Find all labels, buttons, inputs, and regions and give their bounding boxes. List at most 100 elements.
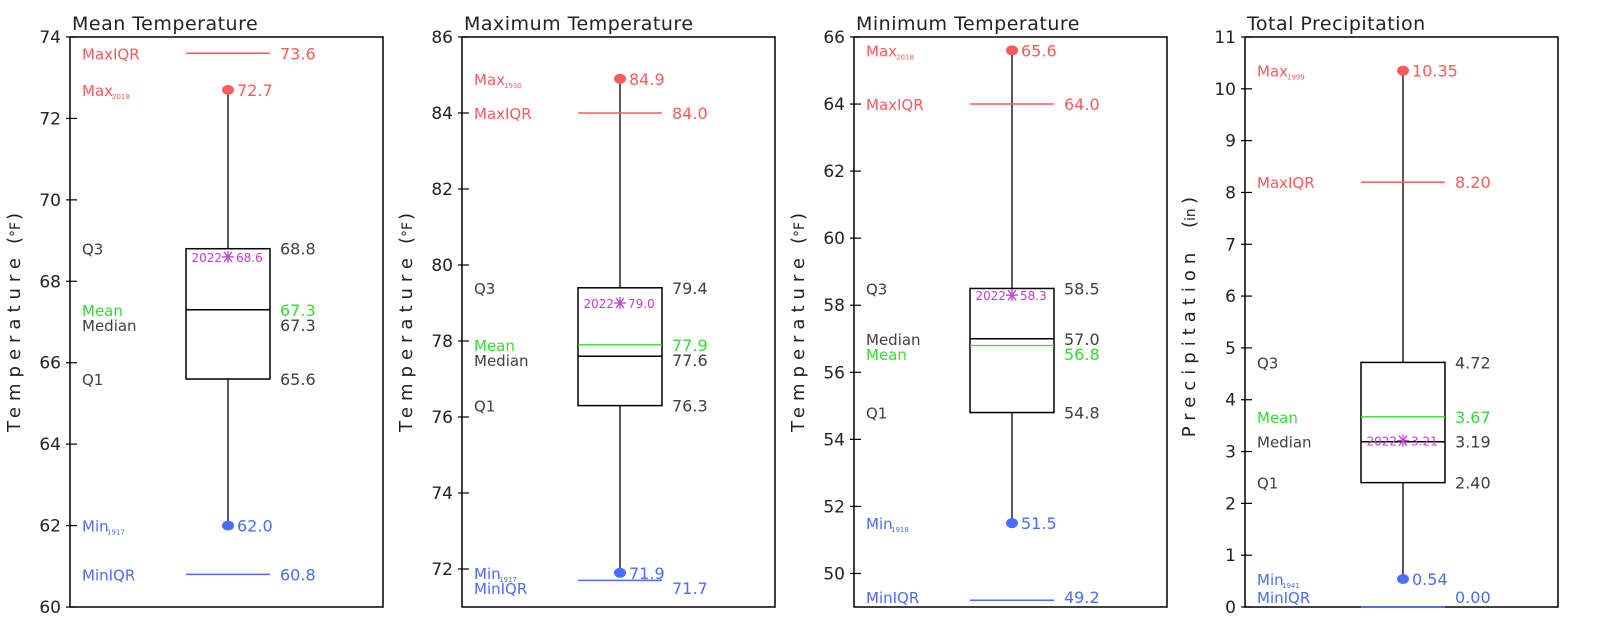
- min-year-label: 1917: [499, 576, 517, 584]
- y-axis-label: Temperature (°F): [788, 213, 809, 433]
- mean-value: 77.9: [672, 336, 708, 355]
- plot-frame: [461, 36, 776, 608]
- y-axis-unit: °F: [792, 222, 808, 237]
- iqr-box: [1360, 361, 1446, 484]
- current-value-label: 58.3: [1020, 289, 1047, 303]
- min-label: Min: [1257, 571, 1284, 589]
- y-axis-title: Temperature: [788, 252, 809, 433]
- miniqr-label: MinIQR: [1257, 589, 1310, 607]
- plot-frame: [1244, 36, 1559, 608]
- chart-panel: Total Precipitation 0 1 2 3 4 5 6 7 8 9 10 11 Precipi…: [1179, 13, 1559, 618]
- current-year-label: 2022: [1366, 435, 1397, 449]
- plot-frame: [69, 36, 384, 608]
- y-tick-label: 68: [39, 272, 61, 292]
- q1-label: Q1: [866, 405, 887, 423]
- chart-panel: Minimum Temperature 50 52 54 56 58 60 62 64 66 Tem…: [788, 13, 1168, 608]
- y-axis-unit: °F: [400, 222, 416, 237]
- y-tick-label: 76: [431, 408, 453, 428]
- chart-panel: Mean Temperature 60 62 64 66 68 70 72 74 Temperat…: [4, 13, 384, 618]
- chart-title: Minimum Temperature: [856, 13, 1080, 35]
- y-axis-label: Precipitation (in): [1179, 197, 1200, 437]
- q1-label: Q1: [1257, 475, 1278, 493]
- q3-label: Q3: [82, 241, 103, 259]
- y-tick-label: 74: [39, 28, 61, 48]
- y-axis-unit-open: (: [4, 237, 25, 244]
- mean-value: 67.3: [280, 301, 316, 320]
- miniqr-label: MinIQR: [866, 589, 919, 607]
- y-tick-label: 64: [39, 435, 61, 455]
- y-tick-label: 11: [1214, 28, 1236, 48]
- maxiqr-value: 64.0: [1064, 95, 1100, 114]
- y-tick-label: 78: [431, 332, 453, 352]
- y-axis-unit: °F: [8, 222, 24, 237]
- max-value: 10.35: [1412, 62, 1458, 81]
- min-value: 0.54: [1412, 570, 1448, 589]
- y-tick-label: 86: [431, 28, 453, 48]
- chart-title: Mean Temperature: [72, 13, 258, 35]
- q3-label: Q3: [474, 280, 495, 298]
- y-tick-label: 62: [823, 162, 845, 182]
- current-year-marker: [1006, 289, 1018, 302]
- y-tick-label: 7: [1225, 235, 1236, 255]
- max-value: 84.9: [629, 70, 665, 89]
- q3-value: 79.4: [672, 279, 708, 298]
- median-value: 67.3: [280, 316, 316, 335]
- median-label: Median: [866, 331, 921, 349]
- median-label: Median: [1257, 434, 1312, 452]
- y-axis-unit-close: ): [788, 213, 809, 220]
- min-value: 62.0: [237, 517, 273, 536]
- max-year-label: 2018: [896, 53, 914, 61]
- y-tick-label: 0: [1225, 598, 1236, 618]
- maxiqr-label: MaxIQR: [82, 45, 140, 63]
- current-value-label: 79.0: [628, 297, 655, 311]
- min-year-label: 1941: [1282, 582, 1300, 590]
- mean-label: Mean: [866, 346, 907, 364]
- q1-value: 54.8: [1064, 404, 1100, 423]
- current-value-label: 3.21: [1411, 435, 1438, 449]
- y-tick-label: 54: [823, 430, 845, 450]
- q1-label: Q1: [82, 371, 103, 389]
- median-label: Median: [82, 317, 137, 335]
- max-year-label: 1930: [504, 82, 522, 90]
- y-axis-unit: in: [1183, 208, 1199, 221]
- max-year-label: 1999: [1287, 74, 1305, 82]
- min-year-label: 1918: [891, 526, 909, 534]
- y-tick-label: 56: [823, 363, 845, 383]
- y-tick-label: 5: [1225, 339, 1236, 359]
- min-value: 71.9: [629, 564, 665, 583]
- q3-label: Q3: [1257, 354, 1278, 372]
- miniqr-value: 60.8: [280, 565, 316, 584]
- maxiqr-label: MaxIQR: [474, 105, 532, 123]
- mean-label: Mean: [1257, 409, 1298, 427]
- y-tick-label: 10: [1214, 80, 1236, 100]
- current-value-label: 68.6: [236, 251, 263, 265]
- y-axis-unit-open: (: [788, 237, 809, 244]
- y-tick-label: 64: [823, 95, 845, 115]
- mean-label: Mean: [82, 302, 123, 320]
- y-axis-unit-open: (: [1179, 221, 1200, 228]
- y-axis-label: Temperature (°F): [396, 213, 417, 433]
- y-axis-title: Temperature: [4, 252, 25, 433]
- y-tick-label: 6: [1225, 287, 1236, 307]
- min-year-label: 1917: [107, 529, 125, 537]
- y-tick-label: 60: [39, 598, 61, 618]
- max-point: [222, 84, 234, 95]
- y-tick-label: 8: [1225, 183, 1236, 203]
- y-tick-label: 72: [431, 560, 453, 580]
- miniqr-label: MinIQR: [474, 580, 527, 598]
- maxiqr-label: MaxIQR: [1257, 174, 1315, 192]
- mean-label: Mean: [474, 337, 515, 355]
- max-label: Max: [474, 71, 505, 89]
- current-year-marker: [222, 250, 234, 263]
- iqr-box: [969, 287, 1055, 414]
- q3-value: 68.8: [280, 240, 316, 259]
- median-value: 3.19: [1455, 433, 1491, 452]
- current-year-label: 2022: [191, 251, 222, 265]
- q1-value: 2.40: [1455, 474, 1491, 493]
- y-tick-label: 62: [39, 517, 61, 537]
- maxiqr-label: MaxIQR: [866, 96, 924, 114]
- y-axis-unit-close: ): [4, 213, 25, 220]
- q3-value: 4.72: [1455, 353, 1491, 372]
- miniqr-value: 0.00: [1455, 588, 1491, 607]
